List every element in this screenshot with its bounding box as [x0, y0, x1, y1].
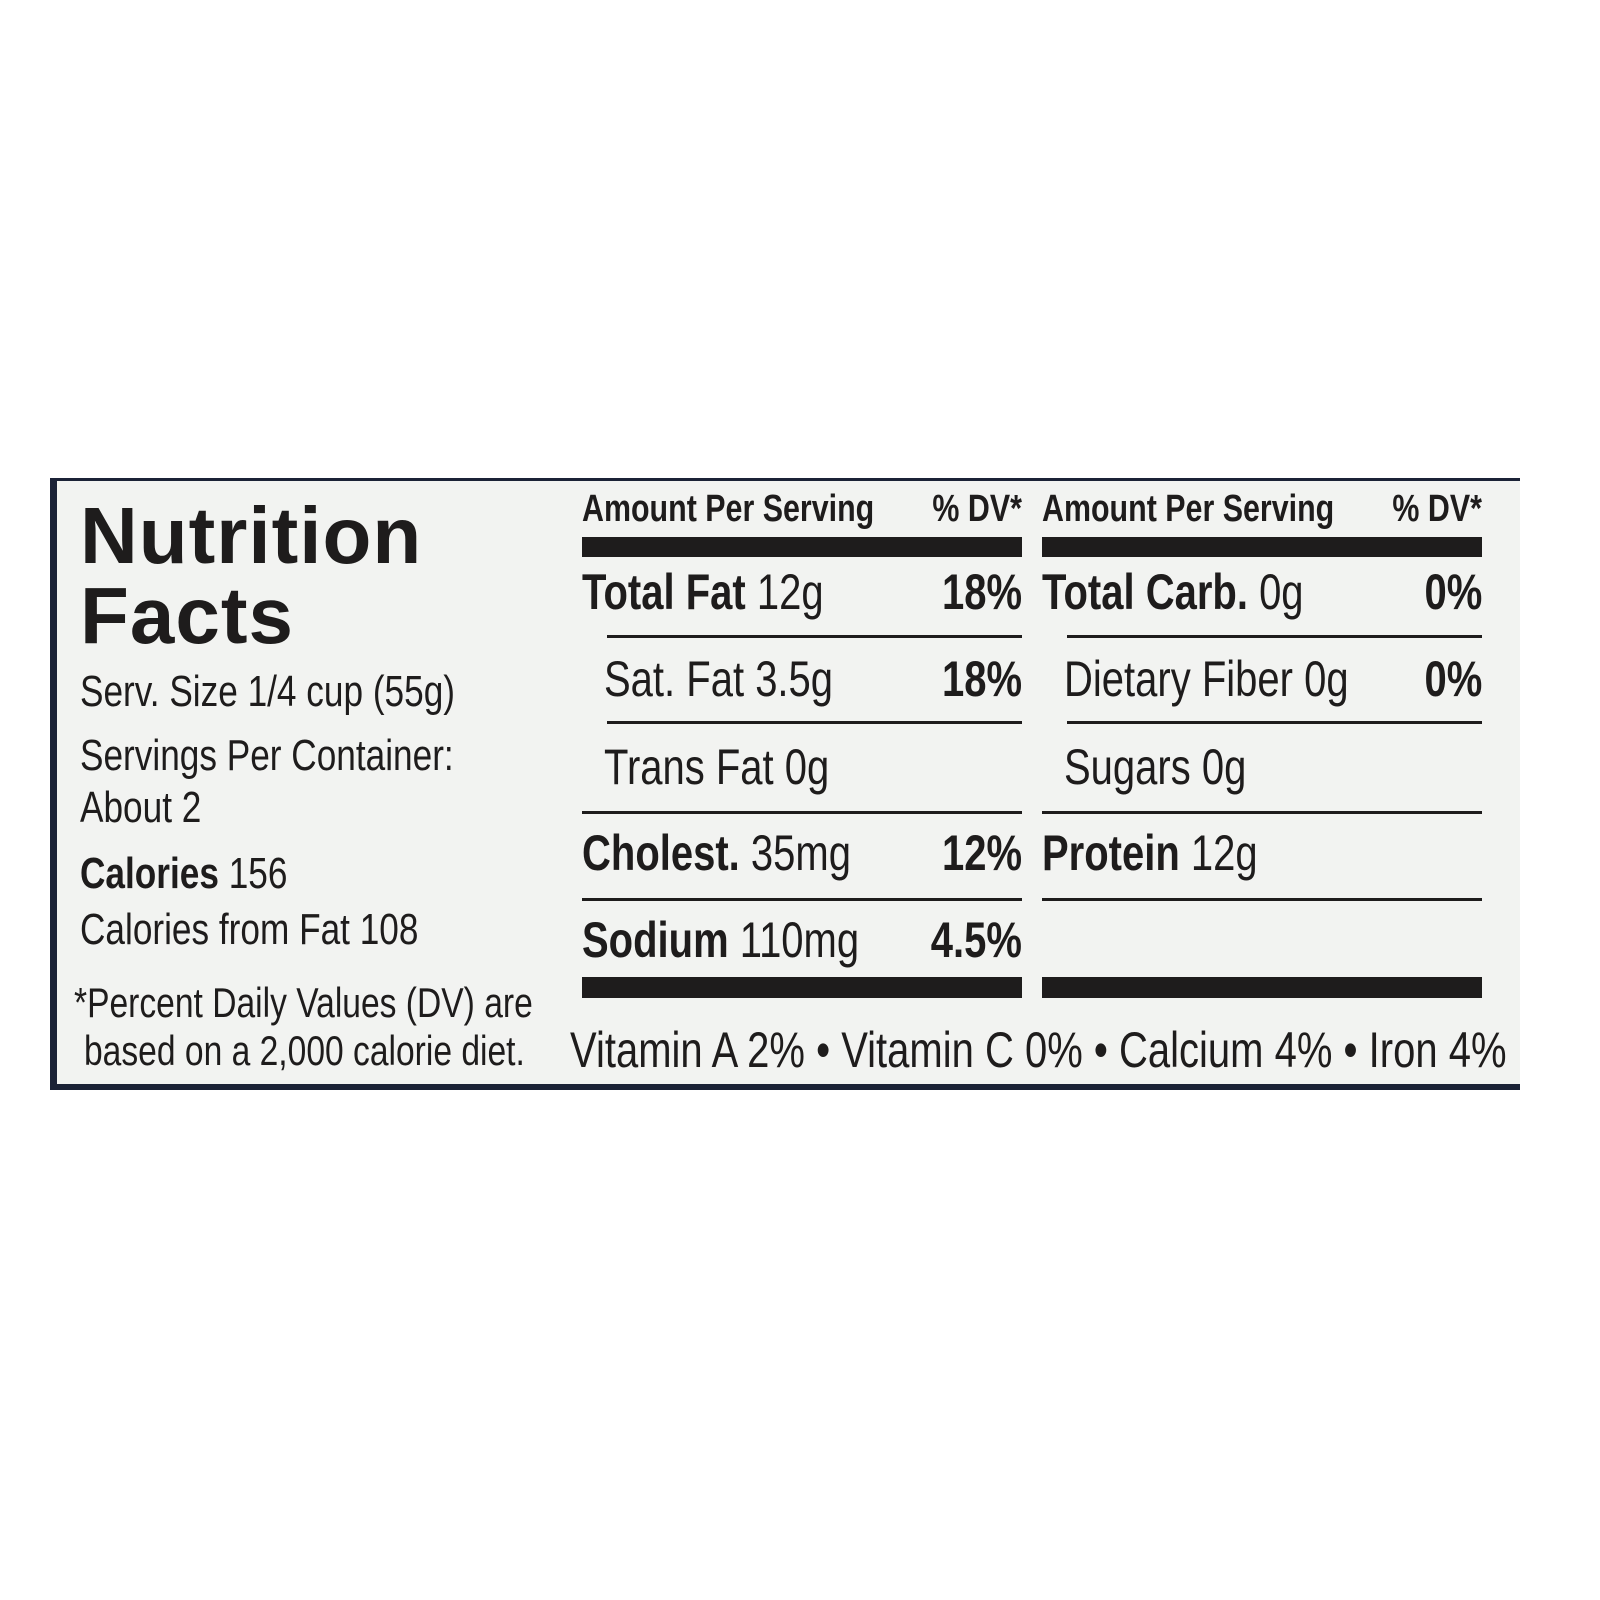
- daily-value: 12%: [941, 825, 1022, 881]
- header-dv: % DV*: [932, 488, 1022, 530]
- calories-from-fat: Calories from Fat 108: [80, 905, 419, 954]
- vitamins: Vitamin A 2% • Vitamin C 0% • Calcium 4%…: [570, 1022, 1507, 1078]
- nutrient-amount: 0g: [1259, 564, 1304, 620]
- calories-value: 156: [228, 849, 288, 898]
- nutrient-amount: 0g: [1201, 739, 1247, 795]
- servings: Servings Per Container:: [80, 731, 454, 780]
- vitamin: Calcium 4%: [1119, 1022, 1333, 1078]
- nutrient: Total Fat 12g: [582, 567, 824, 617]
- calories-label: Calories: [80, 849, 219, 898]
- nutrient-amount: 3.5g: [755, 651, 834, 707]
- vitamin: Iron 4%: [1368, 1022, 1507, 1078]
- row-divider: [1042, 898, 1482, 901]
- thick-bar: [1042, 537, 1482, 557]
- title: Facts: [80, 571, 294, 660]
- nutrient-amount: 0g: [784, 739, 830, 795]
- nutrient-amount: 12g: [1190, 825, 1258, 881]
- header-dv: % DV*: [1392, 488, 1482, 530]
- thick-bar: [582, 537, 1022, 557]
- servings: About 2: [80, 783, 202, 832]
- nutrient-name: Sugars: [1064, 739, 1191, 795]
- row-divider: [607, 635, 1022, 638]
- row-divider: [1042, 811, 1482, 814]
- daily-value: 4.5%: [930, 912, 1022, 968]
- nutrient-amount: 0g: [1304, 651, 1349, 707]
- footnote: *Percent Daily Values (DV) are: [74, 979, 533, 1026]
- daily-value: 0%: [1424, 564, 1482, 620]
- vitamin: Vitamin C 0%: [841, 1022, 1083, 1078]
- nutrient: Protein 12g: [1042, 828, 1258, 878]
- nutrient-name: Total Carb.: [1042, 564, 1248, 620]
- vitamin: Vitamin A 2%: [570, 1022, 805, 1078]
- nutrient-amount: 110mg: [739, 912, 860, 968]
- nutrient: Sat. Fat 3.5g: [604, 654, 833, 704]
- nutrient-name: Sodium: [582, 912, 729, 968]
- row-divider: [582, 898, 1022, 901]
- daily-value: 18%: [941, 564, 1022, 620]
- nutrient: Cholest. 35mg: [582, 828, 851, 878]
- row-divider: [607, 721, 1022, 724]
- nutrient-name: Sat. Fat: [604, 651, 745, 707]
- row-divider: [1067, 635, 1482, 638]
- nutrient-amount: 35mg: [750, 825, 851, 881]
- nutrient: Dietary Fiber 0g: [1064, 654, 1349, 704]
- thick-bar: [582, 977, 1022, 998]
- nutrient-amount: 12g: [756, 564, 824, 620]
- nutrient: Trans Fat 0g: [604, 742, 829, 792]
- nutrient-name: Dietary Fiber: [1064, 651, 1293, 707]
- nutrient-name: Total Fat: [582, 564, 746, 620]
- serving-size: Serv. Size 1/4 cup (55g): [80, 667, 455, 716]
- nutrient-name: Protein: [1042, 825, 1180, 881]
- nutrient: Sodium 110mg: [582, 915, 859, 965]
- daily-value: 18%: [941, 651, 1022, 707]
- daily-value: 0%: [1424, 651, 1482, 707]
- footnote: based on a 2,000 calorie diet.: [84, 1027, 525, 1074]
- nutrient: Total Carb. 0g: [1042, 567, 1304, 617]
- row-divider: [1067, 721, 1482, 724]
- header-amount: Amount Per Serving: [1042, 488, 1335, 530]
- calories: Calories 156: [80, 852, 287, 896]
- nutrient-name: Trans Fat: [604, 739, 774, 795]
- thick-bar: [1042, 977, 1482, 998]
- nutrient-name: Cholest.: [582, 825, 740, 881]
- title: Nutrition: [80, 491, 423, 580]
- header-amount: Amount Per Serving: [582, 488, 875, 530]
- row-divider: [582, 811, 1022, 814]
- nutrient: Sugars 0g: [1064, 742, 1246, 792]
